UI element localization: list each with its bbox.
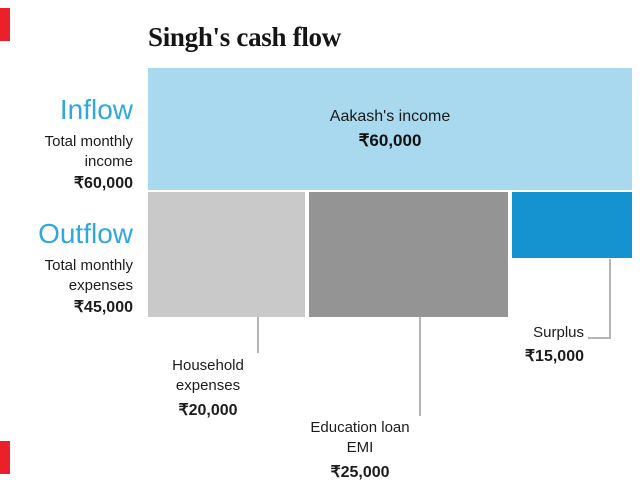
red-accent-top [0,8,10,41]
surplus-callout-line-horizontal [588,337,609,339]
education-label-block: Education loan EMI ₹25,000 [308,418,412,480]
surplus-label-block: Surplus ₹15,000 [480,323,584,366]
education-amount: ₹25,000 [330,463,390,480]
education-label: Education loan EMI [310,419,410,457]
inflow-heading: Inflow [59,94,133,125]
household-label: Household expenses [172,357,244,395]
household-amount: ₹20,000 [178,401,238,419]
inflow-bar-amount: ₹60,000 [358,130,422,150]
red-accent-bottom [0,441,10,474]
inflow-amount: ₹60,000 [73,175,133,193]
outflow-amount: ₹45,000 [73,299,133,317]
surplus-label: Surplus [533,324,584,341]
page-title: Singh's cash flow [148,22,341,52]
education-callout-line [419,317,421,416]
inflow-label-block: Inflow Total monthly income ₹60,000 [6,94,133,193]
inflow-bar: Aakash's income ₹60,000 [148,68,632,190]
outflow-segment-surplus [512,192,632,258]
outflow-label-block: Outflow Total monthly expenses ₹45,000 [6,218,133,317]
household-label-block: Household expenses ₹20,000 [156,356,260,420]
inflow-bar-label: Aakash's income [329,107,451,125]
inflow-subtitle: Total monthly income [44,133,133,170]
household-callout-line [257,317,259,353]
outflow-subtitle: Total monthly expenses [44,257,133,294]
surplus-callout-line-vertical [609,259,611,339]
outflow-segment-education [309,192,508,317]
outflow-heading: Outflow [38,218,133,249]
outflow-segment-household [148,192,305,317]
surplus-amount: ₹15,000 [524,348,584,366]
